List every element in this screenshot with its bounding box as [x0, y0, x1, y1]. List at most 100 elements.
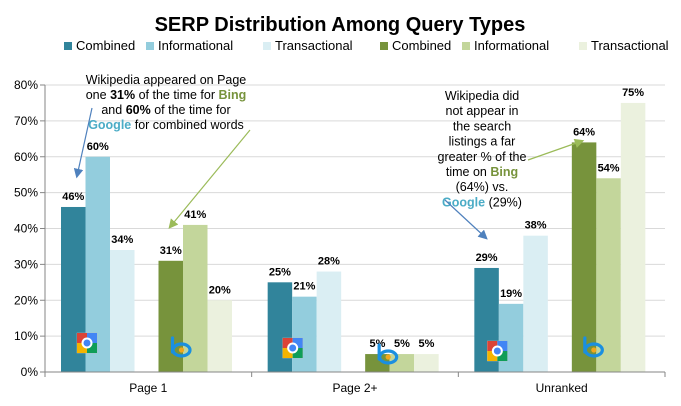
bar: [365, 354, 390, 372]
annotation-segment: for combined words: [131, 118, 244, 132]
annotation-line: one 31% of the time for Bing: [86, 88, 247, 102]
data-label: 5%: [394, 338, 410, 350]
annotation-segment: of the time for: [151, 103, 231, 117]
legend: Combined Informational Transactional Combin…: [64, 38, 669, 53]
annotation-segment: of the time for: [135, 88, 218, 102]
legend-swatch: [146, 42, 154, 50]
bar: [523, 235, 548, 372]
annotation-arrow: [168, 129, 251, 229]
data-label: 41%: [184, 209, 206, 221]
annotation-line: not appear in: [446, 104, 519, 118]
bar: [498, 303, 524, 372]
x-tick-label: Page 1: [129, 381, 167, 395]
annotation-segment: Wikipedia appeared on Page: [86, 73, 247, 87]
legend-swatch: [64, 42, 72, 50]
legend-swatch: [462, 42, 470, 50]
data-label: 29%: [476, 252, 498, 264]
plot-area: 46% 60% 34% 31% 41% 20% 25%21% 28% 5% 5% 5% 29% 19% 3…: [61, 87, 646, 372]
y-tick-label: 0%: [21, 365, 39, 379]
legend-label: Informational: [158, 38, 233, 53]
annotation-segment: 60%: [126, 103, 151, 117]
bar: [158, 260, 183, 372]
data-label: 28%: [318, 256, 340, 268]
grid: [45, 84, 665, 337]
bar: [620, 102, 646, 372]
annotation-line: Wikipedia appeared on Page: [86, 73, 247, 87]
y-tick-label: 50%: [14, 186, 38, 200]
data-label: 31%: [160, 245, 182, 257]
bing-logo-icon: [377, 343, 399, 365]
legend-label: Transactional: [591, 38, 669, 53]
data-label: 54%: [598, 162, 620, 174]
x-tick-label: Unranked: [536, 381, 588, 395]
y-tick-label: 80%: [14, 78, 38, 92]
y-tick-label: 20%: [14, 293, 38, 307]
annotation-arrow: [73, 107, 93, 179]
data-label: 5%: [369, 338, 385, 350]
annotation-segment: listings a far: [449, 135, 516, 149]
legend-swatch: [263, 42, 271, 50]
bar: [183, 224, 208, 372]
annotation-line: greater % of the: [438, 150, 527, 164]
data-label: 38%: [525, 220, 547, 232]
bar: [571, 142, 597, 372]
google-logo-icon: [76, 332, 98, 354]
annotation-line: time on Bing: [446, 165, 518, 179]
legend-label: Combined: [76, 38, 135, 53]
legend-swatch: [380, 42, 388, 50]
annotation-segment: not appear in: [446, 104, 519, 118]
bing-logo-icon: [583, 336, 604, 358]
y-tick-label: 30%: [14, 257, 38, 271]
legend-swatch: [579, 42, 587, 50]
bar: [292, 296, 317, 372]
bar: [110, 250, 135, 372]
legend-label: Transactional: [275, 38, 353, 53]
annotation-line: Google for combined words: [88, 118, 244, 132]
data-label: 25%: [269, 266, 291, 278]
annotation-segment: and: [101, 103, 125, 117]
data-label: 21%: [293, 281, 315, 293]
data-label: 5%: [418, 338, 434, 350]
bar: [596, 178, 621, 372]
y-tick-label: 70%: [14, 114, 38, 128]
annotation-segment: one: [86, 88, 110, 102]
data-label: 20%: [209, 284, 231, 296]
annotation-segment: the search: [453, 119, 511, 133]
data-label: 75%: [622, 87, 644, 99]
x-tick-label: Page 2+: [332, 381, 377, 395]
annotation-segment: time on: [446, 165, 490, 179]
annotation-line: (64%) vs.: [456, 180, 509, 194]
annotation-segment: greater % of the: [438, 150, 527, 164]
annotation-segment: (64%) vs.: [456, 180, 509, 194]
annotation-segment: 31%: [110, 88, 135, 102]
annotation-segment: Wikipedia did: [445, 89, 519, 103]
annotation-segment: Bing: [490, 165, 518, 179]
annotation-line: Google (29%): [442, 195, 522, 209]
annotation-line: the search: [453, 119, 511, 133]
data-label: 46%: [62, 191, 84, 203]
annotation-segment: Google: [88, 118, 131, 132]
data-label: 34%: [111, 234, 133, 246]
bar: [207, 300, 232, 372]
annotation-line: Wikipedia did: [445, 89, 519, 103]
data-label: 60%: [87, 141, 109, 153]
legend-label: Combined: [392, 38, 451, 53]
annotation-arrow: [444, 199, 488, 240]
data-label: 64%: [573, 126, 595, 138]
bar: [316, 271, 342, 372]
google-logo-icon: [487, 340, 508, 362]
y-tick-label: 10%: [14, 329, 38, 343]
y-tick-label: 60%: [14, 150, 38, 164]
annotation-arrow: [527, 138, 585, 161]
annotation-segment: Bing: [218, 88, 246, 102]
y-axis: 0% 10% 20% 30% 40% 50% 60% 70% 80%: [14, 78, 46, 379]
bing-logo-icon: [170, 336, 192, 358]
google-logo-icon: [282, 337, 303, 359]
chart-title: SERP Distribution Among Query Types: [155, 14, 526, 36]
legend-label: Informational: [474, 38, 549, 53]
bar: [267, 282, 293, 372]
